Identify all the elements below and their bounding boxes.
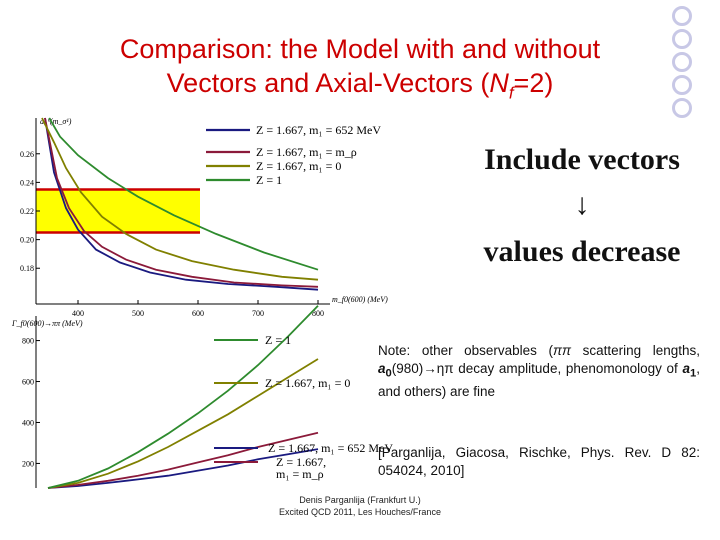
ring-icon [672, 98, 692, 118]
note-suffix: , and others) are fine [378, 361, 700, 399]
curve-label: Z = 1.667, m₁ = 0 [265, 376, 350, 390]
title-line-2-b: =2) [513, 68, 554, 98]
legend-label: Z = 1.667, m₁ = 652 MeV [256, 123, 381, 137]
curve-label: Z = 1.667, m₁ = 652 MeV [268, 441, 393, 455]
legend-label: Z = 1.667, m₁ = m_ρ [256, 145, 357, 159]
x-tick-label: 800 [312, 309, 324, 318]
footer-event: Excited QCD 2011, Les Houches/France [279, 507, 441, 517]
footer: Denis Parganlija (Frankfurt U.) Excited … [260, 494, 460, 518]
y-tick-label: 0.26 [20, 150, 34, 159]
x-tick-label: 600 [192, 309, 204, 318]
slide-title: Comparison: the Model with and without V… [20, 32, 700, 110]
y-axis-label: a₀⁰(m_σ¹) [40, 117, 72, 126]
title-line-2-a: Vectors and Axial-Vectors ( [166, 68, 490, 98]
series-line-0 [44, 117, 319, 291]
note-paragraph: Note: other observables (ππ scattering l… [378, 342, 700, 401]
y-axis-label: Γ_f0(600)→ππ (MeV) [11, 319, 83, 328]
chart-decay-width: 200 400 600 800 Γ_f0(600)→ππ (MeV) Z = 1 Z = 1… [11, 305, 393, 489]
series-line-3 [47, 305, 319, 489]
y-tick-label: 200 [22, 459, 34, 468]
title-n: N [489, 68, 509, 98]
y-tick-label: 0.24 [20, 178, 34, 187]
y-tick-label: 0.18 [20, 264, 34, 273]
title-f-subscript: f [508, 83, 514, 103]
decorative-rings [660, 6, 708, 121]
curve-label: Z = 1.667, [276, 455, 326, 469]
curve-label: Z = 1 [265, 333, 291, 347]
down-arrow-icon: ↓ [574, 188, 590, 221]
ring-icon [672, 52, 692, 72]
footer-author: Denis Parganlija (Frankfurt U.) [299, 495, 421, 505]
note-a1-sub: 1 [689, 367, 697, 380]
series-line-1 [44, 117, 319, 288]
note-a0: a [378, 361, 386, 376]
experimental-band [36, 189, 200, 233]
ring-icon [672, 75, 692, 95]
note-a1: a [682, 361, 690, 376]
note-prefix: Note: other observables ( [378, 343, 553, 358]
note-mid1: scattering lengths, [571, 343, 700, 358]
series-line-2 [41, 117, 319, 281]
series-line-1 [47, 431, 319, 489]
x-tick-label: 400 [72, 309, 84, 318]
chart-scattering-length: 400 500 600 700 800 0.18 0.20 0.22 0.24 0.26 a₀⁰(m… [20, 117, 388, 318]
include-vectors-label: Include vectors [484, 143, 680, 176]
note-pipi: ππ [552, 343, 572, 358]
y-tick-label: 400 [22, 418, 34, 427]
note-mid2: (980)→ηπ decay amplitude, phenomonology … [391, 361, 683, 376]
series-line-3 [48, 117, 319, 271]
x-tick-label: 500 [132, 309, 144, 318]
reference-citation: [Parganlija, Giacosa, Rischke, Phys. Rev… [378, 445, 700, 478]
y-tick-label: 800 [22, 337, 34, 346]
title-line-2: Vectors and Axial-Vectors (Nf=2) [20, 66, 700, 110]
ring-icon [672, 6, 692, 26]
y-tick-label: 600 [22, 378, 34, 387]
series-line-2 [47, 358, 319, 489]
x-tick-label: 700 [252, 309, 264, 318]
title-line-1: Comparison: the Model with and without [119, 34, 601, 64]
y-tick-label: 0.22 [20, 207, 34, 216]
ring-icon [672, 29, 692, 49]
legend-label: Z = 1 [256, 173, 282, 187]
series-line-0 [47, 448, 319, 489]
note-a0-sub: 0 [385, 367, 392, 380]
x-axis-label: m_f0(600) (MeV) [332, 295, 388, 304]
values-decrease-label: values decrease [483, 235, 681, 268]
curve-label: m₁ = m_ρ [276, 467, 324, 481]
legend-label: Z = 1.667, m₁ = 0 [256, 159, 341, 173]
y-tick-label: 0.20 [20, 236, 34, 245]
